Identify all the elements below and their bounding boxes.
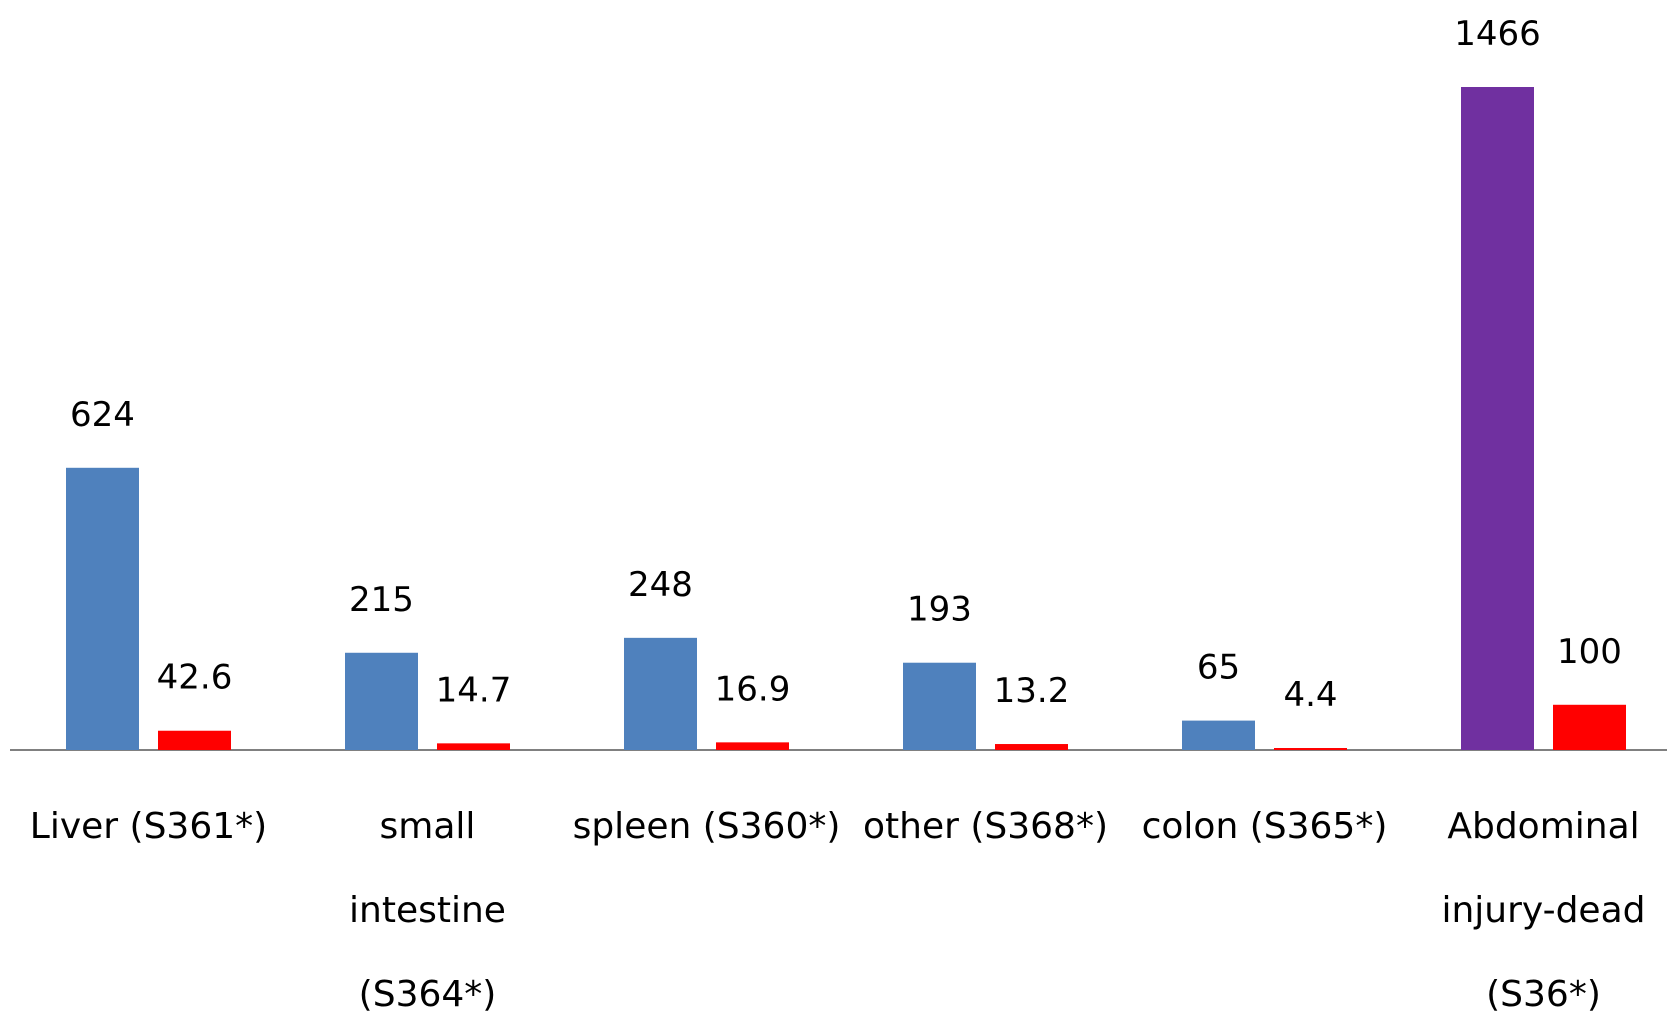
category-label-5-line-1: colon (S365*) <box>1142 806 1388 847</box>
bar-series1-5 <box>1182 720 1255 750</box>
data-label-series2-6: 100 <box>1557 632 1622 672</box>
category-label-2-line-1: small <box>380 806 476 847</box>
bar-series1-1 <box>66 467 139 750</box>
data-label-series1-5: 65 <box>1197 648 1240 688</box>
data-label-series1-4: 193 <box>907 590 972 630</box>
value-labels-group: 624 215 248 193 65 1466 42.6 14.7 16.9 13.2 4.4 100 <box>70 14 1622 715</box>
category-label-6-line-2: injury-dead <box>1441 890 1645 931</box>
category-label-4-line-1: other (S368*) <box>863 806 1108 847</box>
data-label-series2-3: 16.9 <box>715 669 791 709</box>
data-label-series1-2: 215 <box>349 580 414 620</box>
bar-series1-3 <box>624 637 697 750</box>
category-label-2-line-3: (S364*) <box>359 974 497 1014</box>
bar-series1-6 <box>1461 87 1534 750</box>
bar-series2-1 <box>158 730 231 750</box>
bar-series2-5 <box>1274 748 1347 750</box>
category-labels-group: Liver (S361*) small intestine (S364*) spleen… <box>30 806 1646 1014</box>
data-label-series2-2: 14.7 <box>436 670 512 710</box>
bar-series2-2 <box>437 743 510 750</box>
bar-series1-2 <box>345 652 418 750</box>
data-label-series1-3: 248 <box>628 565 693 605</box>
category-label-2-line-2: intestine <box>349 890 506 931</box>
bar-series2-3 <box>716 742 789 750</box>
data-label-series2-4: 13.2 <box>994 671 1070 711</box>
category-label-6-line-1: Abdominal <box>1447 806 1639 847</box>
category-label-1-line-1: Liver (S361*) <box>30 806 267 847</box>
data-label-series2-5: 4.4 <box>1283 675 1337 715</box>
bar-series2-6 <box>1553 704 1626 750</box>
data-label-series1-6: 1466 <box>1454 14 1541 54</box>
data-label-series2-1: 42.6 <box>157 658 233 698</box>
bars-group <box>66 87 1626 750</box>
category-label-3-line-1: spleen (S360*) <box>573 806 841 847</box>
data-label-series1-1: 624 <box>70 395 135 435</box>
category-label-6-line-3: (S36*) <box>1486 974 1601 1014</box>
bar-series1-4 <box>903 662 976 750</box>
bar-series2-4 <box>995 744 1068 750</box>
